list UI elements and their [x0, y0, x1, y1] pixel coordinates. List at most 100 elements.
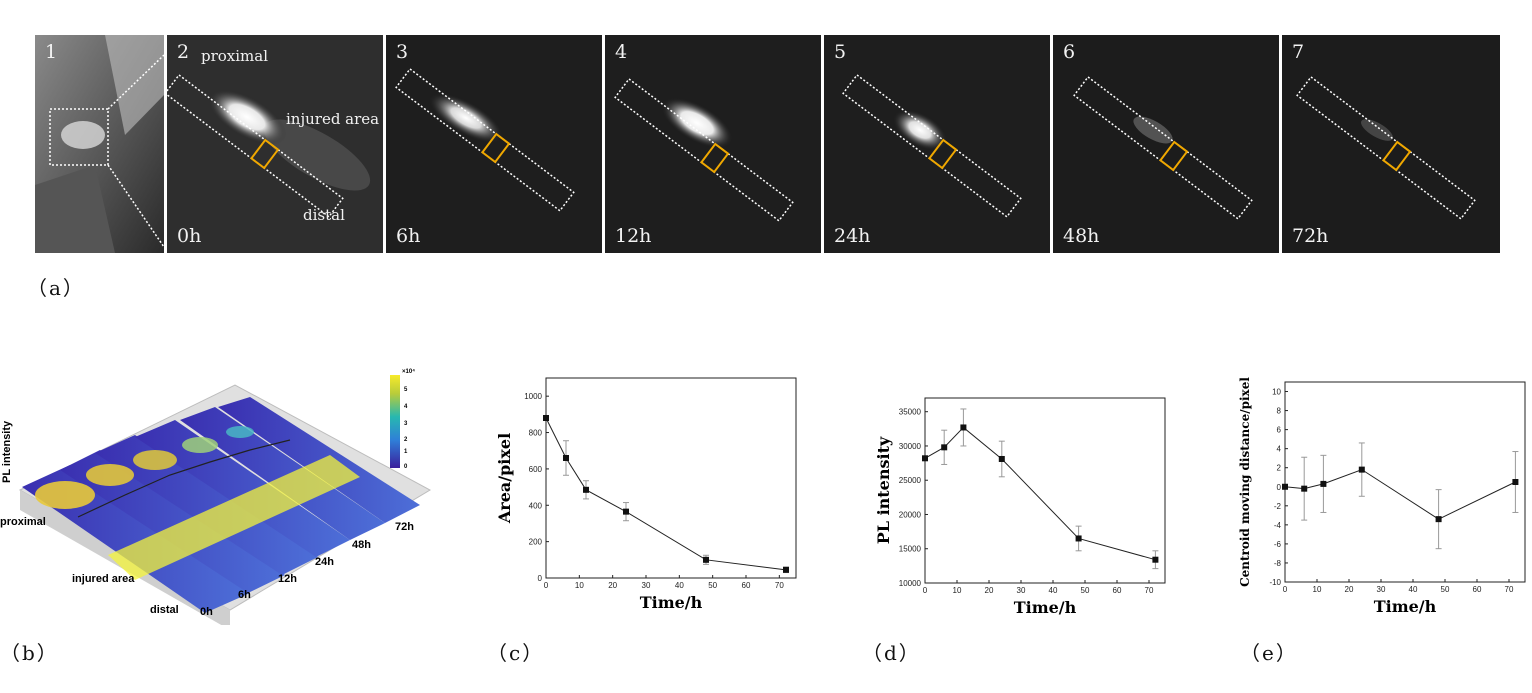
chart-e: 0 10 20 30 40 50 60 70 -10 -8 -6 -4 -2 0 2 4 6 8 10 Time/h C…	[1238, 370, 1532, 620]
surface-plot: PL intensity proximal injured area dista…	[0, 369, 432, 630]
plot-frame	[924, 397, 1166, 584]
injured-area-label: injured area	[72, 573, 135, 585]
series-line	[924, 426, 1156, 561]
image-panel-7: 7 72h	[1282, 35, 1500, 253]
svg-text:1: 1	[404, 449, 408, 455]
proximal-label: proximal	[201, 47, 269, 65]
caption-a: （a）	[27, 276, 85, 300]
data-point	[563, 455, 569, 461]
y-tick-label: 35000	[899, 408, 922, 417]
x-tick-label: 40	[1049, 586, 1058, 595]
plot-frame	[1284, 381, 1526, 583]
x-tick-label: 40	[675, 581, 684, 590]
time-label-12h: 12h	[278, 573, 297, 585]
colorbar	[390, 375, 400, 468]
x-tick-label: 0	[1283, 585, 1288, 594]
y-axis-label: PL intensity	[874, 436, 893, 544]
image-panel-3: 3 6h	[386, 35, 602, 253]
svg-text:5: 5	[404, 387, 408, 393]
y-tick-label: -2	[1274, 502, 1282, 511]
distal-label: distal	[150, 604, 179, 616]
x-tick-label: 10	[953, 586, 962, 595]
y-tick-label: 0	[1277, 483, 1282, 492]
centroid-path	[77, 439, 291, 518]
time-label: 72h	[1292, 225, 1329, 247]
x-tick-label: 30	[642, 581, 651, 590]
time-label-6h: 6h	[238, 589, 251, 601]
svg-text:2: 2	[404, 437, 408, 443]
y-tick-label: 30000	[899, 442, 922, 451]
time-label: 24h	[834, 225, 871, 247]
data-point	[1435, 516, 1442, 523]
time-label: 48h	[1063, 225, 1100, 247]
x-axis-label: Time/h	[640, 593, 703, 612]
x-tick-label: 20	[985, 586, 994, 595]
figure-b-3d-surface: PL intensity proximal injured area dista…	[0, 365, 460, 630]
y-tick-label: 0	[538, 574, 543, 583]
injured-area-band	[108, 455, 360, 580]
svg-text:3: 3	[404, 421, 408, 427]
proximal-label: proximal	[0, 516, 46, 528]
y-tick-label: 800	[529, 429, 543, 438]
y-tick-label: 25000	[899, 476, 922, 485]
y-tick-label: 8	[1277, 407, 1282, 416]
x-tick-label: 50	[708, 581, 717, 590]
x-tick-label: 0	[923, 586, 928, 595]
chart-c: 0 10 20 30 40 50 60 70 0 200 400 600 800 1000 Time/h Ar…	[490, 370, 810, 620]
svg-text:4: 4	[404, 404, 408, 410]
fluorescence-image	[1053, 35, 1279, 253]
intensity-peaks	[35, 426, 254, 509]
y-tick-label: 10	[1272, 388, 1281, 397]
svg-text:0: 0	[404, 464, 408, 470]
y-tick-label: 10000	[899, 579, 922, 588]
caption-d: （d）	[862, 641, 921, 665]
caption-e: （e）	[1240, 641, 1298, 665]
time-label: 6h	[396, 225, 421, 247]
x-tick-label: 60	[1113, 586, 1122, 595]
fluorescence-image	[167, 35, 383, 253]
data-point	[998, 455, 1005, 462]
fluorescence-image	[386, 35, 602, 253]
data-point	[1152, 556, 1159, 563]
time-label: 0h	[177, 225, 202, 247]
y-tick-label: -8	[1274, 559, 1282, 568]
caption-b: （b）	[0, 641, 59, 665]
x-tick-label: 40	[1409, 585, 1418, 594]
y-tick-label: 400	[529, 501, 543, 510]
data-point	[1512, 479, 1519, 485]
x-tick-label: 30	[1017, 586, 1026, 595]
panel-number: 4	[615, 41, 628, 63]
x-tick-label: 70	[775, 581, 784, 590]
chart-centroid-distance: 0 10 20 30 40 50 60 70 -10 -8 -6 -4 -2 0 2 4 6 8 10 Time/h C…	[1238, 377, 1526, 616]
chart-pl-intensity: 0 10 20 30 40 50 60 70 10000 15000 20000 25000 30000…	[874, 397, 1166, 617]
x-axis-label: Time/h	[1374, 597, 1437, 616]
y-tick-label: -10	[1269, 578, 1281, 587]
data-point	[960, 424, 967, 431]
x-tick-label: 50	[1081, 586, 1090, 595]
injured-area-label: injured area	[286, 110, 380, 128]
data-point	[783, 566, 789, 573]
x-tick-label: 60	[1473, 585, 1482, 594]
panel-number: 7	[1292, 41, 1305, 63]
time-label-0h: 0h	[200, 606, 213, 618]
x-tick-label: 30	[1377, 585, 1386, 594]
data-point	[1301, 485, 1308, 492]
x-tick-label: 10	[1313, 585, 1322, 594]
panel-number: 3	[396, 41, 409, 63]
time-label: 12h	[615, 225, 652, 247]
panel-number: 1	[45, 41, 58, 63]
chart-area-pixel: 0 10 20 30 40 50 60 70 0 200 400 600 800 1000 Time/h Ar…	[495, 377, 797, 612]
data-point	[1075, 535, 1082, 542]
y-tick-label: -4	[1274, 521, 1282, 530]
data-point	[1320, 480, 1327, 487]
x-tick-label: 20	[1345, 585, 1354, 594]
image-panel-1: 1	[35, 35, 164, 253]
distal-label: distal	[303, 206, 345, 224]
y-tick-label: -6	[1274, 540, 1282, 549]
time-label-48h: 48h	[352, 539, 371, 551]
caption-c: （c）	[487, 641, 545, 665]
colorbar-exponent: ×10⁴	[402, 369, 415, 375]
x-tick-label: 20	[608, 581, 617, 590]
x-tick-label: 70	[1145, 586, 1154, 595]
overview-photo	[35, 35, 164, 253]
